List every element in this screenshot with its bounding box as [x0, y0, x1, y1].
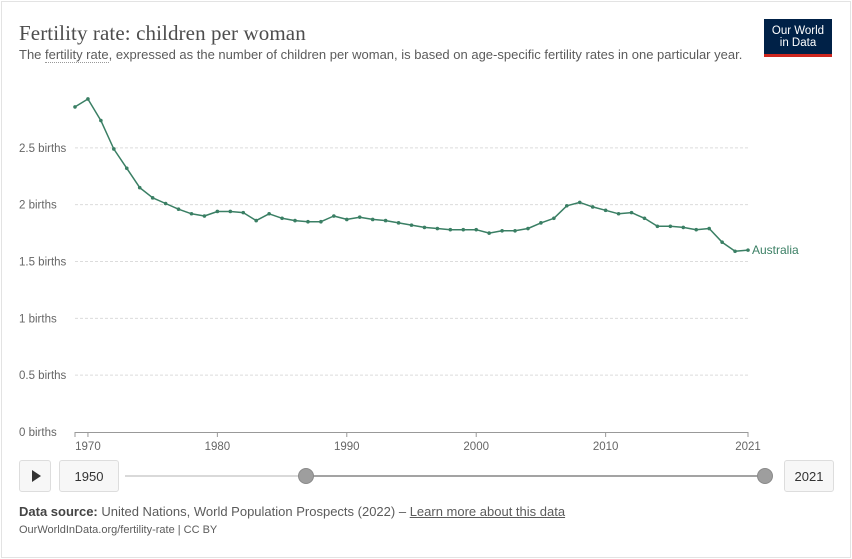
logo-line-2: in Data	[779, 37, 817, 49]
data-point[interactable]	[176, 207, 181, 212]
timeline-end-year[interactable]: 2021	[784, 460, 834, 492]
data-point[interactable]	[616, 211, 621, 216]
line-chart: 0 births 0.5 births 1 births 1.5 births 2 bi…	[19, 97, 799, 453]
y-tick-label: 2 births	[19, 200, 57, 212]
x-tick-label: 2010	[593, 441, 619, 453]
data-point[interactable]	[513, 229, 517, 233]
data-point[interactable]	[681, 225, 686, 230]
data-point[interactable]	[552, 216, 556, 221]
data-point[interactable]	[383, 218, 388, 223]
x-tick-label: 1970	[75, 441, 101, 453]
data-point[interactable]	[565, 204, 569, 208]
y-axis-ticks: 0 births 0.5 births 1 births 1.5 births 2 bi…	[19, 143, 67, 439]
data-point[interactable]	[435, 226, 440, 231]
owid-logo[interactable]: Our World in Data	[764, 19, 832, 57]
data-point[interactable]	[577, 200, 582, 205]
data-point[interactable]	[163, 201, 168, 206]
data-point[interactable]	[370, 217, 375, 222]
data-point[interactable]	[590, 205, 595, 209]
data-source: Data source: United Nations, World Popul…	[19, 504, 565, 519]
data-point[interactable]	[396, 221, 401, 225]
timeline-track-selected	[306, 475, 765, 477]
data-point[interactable]	[694, 227, 699, 232]
y-tick-label: 2.5 births	[19, 143, 67, 155]
data-point[interactable]	[487, 231, 491, 235]
data-point[interactable]	[124, 166, 129, 171]
data-point[interactable]	[474, 227, 479, 232]
data-point[interactable]	[461, 227, 466, 232]
x-tick-label: 1980	[205, 441, 231, 453]
y-tick-label: 1 births	[19, 313, 57, 325]
page-title: Fertility rate: children per woman	[19, 21, 306, 45]
data-point[interactable]	[254, 218, 258, 223]
data-point[interactable]	[357, 215, 362, 219]
y-tick-label: 0 births	[19, 427, 57, 439]
data-point[interactable]	[746, 248, 750, 252]
data-point[interactable]	[526, 226, 530, 231]
x-axis: 1970 1980 1990 2000 2010 2021	[74, 432, 761, 453]
data-point[interactable]	[720, 240, 724, 244]
data-point[interactable]	[215, 209, 220, 214]
data-point[interactable]	[202, 214, 207, 218]
data-source-label: Data source:	[19, 504, 98, 519]
data-point[interactable]	[642, 216, 647, 221]
data-point[interactable]	[267, 211, 271, 216]
series-group: Australia	[73, 97, 799, 257]
data-point[interactable]	[448, 227, 453, 232]
data-point[interactable]	[344, 217, 349, 222]
data-point[interactable]	[112, 147, 116, 151]
data-point[interactable]	[293, 218, 297, 223]
logo-line-1: Our World	[771, 25, 825, 37]
data-point[interactable]	[707, 226, 711, 231]
data-point[interactable]	[86, 97, 90, 101]
data-point[interactable]	[629, 210, 634, 215]
data-point[interactable]	[500, 229, 504, 233]
data-point[interactable]	[332, 214, 336, 218]
data-point[interactable]	[228, 209, 233, 214]
data-source-text: United Nations, World Population Prospec…	[97, 504, 410, 519]
timeline-start-year[interactable]: 1950	[59, 460, 119, 492]
data-point[interactable]	[189, 211, 194, 216]
play-button[interactable]	[19, 460, 51, 492]
play-icon	[31, 470, 41, 482]
data-point[interactable]	[655, 224, 660, 229]
data-point[interactable]	[306, 219, 310, 224]
data-point[interactable]	[539, 221, 543, 225]
subtitle-text-post: , expressed as the number of children pe…	[108, 47, 743, 62]
timeline-controls: 1950 2021	[19, 460, 834, 492]
data-point[interactable]	[99, 118, 103, 123]
data-point[interactable]	[73, 105, 77, 109]
page-subtitle: The fertility rate, expressed as the num…	[19, 47, 743, 63]
y-tick-label: 1.5 births	[19, 257, 67, 269]
data-point[interactable]	[733, 249, 737, 254]
series-line-australia[interactable]	[74, 98, 749, 253]
data-point[interactable]	[319, 219, 323, 224]
data-point[interactable]	[280, 216, 284, 221]
grid-lines	[75, 147, 748, 376]
series-label: Australia	[752, 243, 799, 257]
subtitle-text-pre: The	[19, 47, 46, 62]
data-point[interactable]	[409, 223, 414, 227]
timeline-start-handle[interactable]	[298, 468, 315, 484]
data-point[interactable]	[422, 225, 427, 230]
fertility-rate-definition-link[interactable]: fertility rate	[45, 47, 109, 63]
data-point[interactable]	[668, 224, 673, 229]
chart-url-license[interactable]: OurWorldInData.org/fertility-rate | CC B…	[19, 524, 218, 536]
timeline-end-handle[interactable]	[757, 468, 773, 484]
x-tick-label: 2021	[735, 441, 761, 453]
learn-more-link[interactable]: Learn more about this data	[409, 504, 566, 519]
data-point[interactable]	[603, 208, 608, 213]
x-tick-label: 2000	[463, 441, 489, 453]
data-point[interactable]	[150, 196, 155, 200]
data-point[interactable]	[241, 210, 246, 215]
y-tick-label: 0.5 births	[19, 370, 67, 382]
x-tick-label: 1990	[334, 441, 360, 453]
data-point[interactable]	[137, 185, 142, 190]
